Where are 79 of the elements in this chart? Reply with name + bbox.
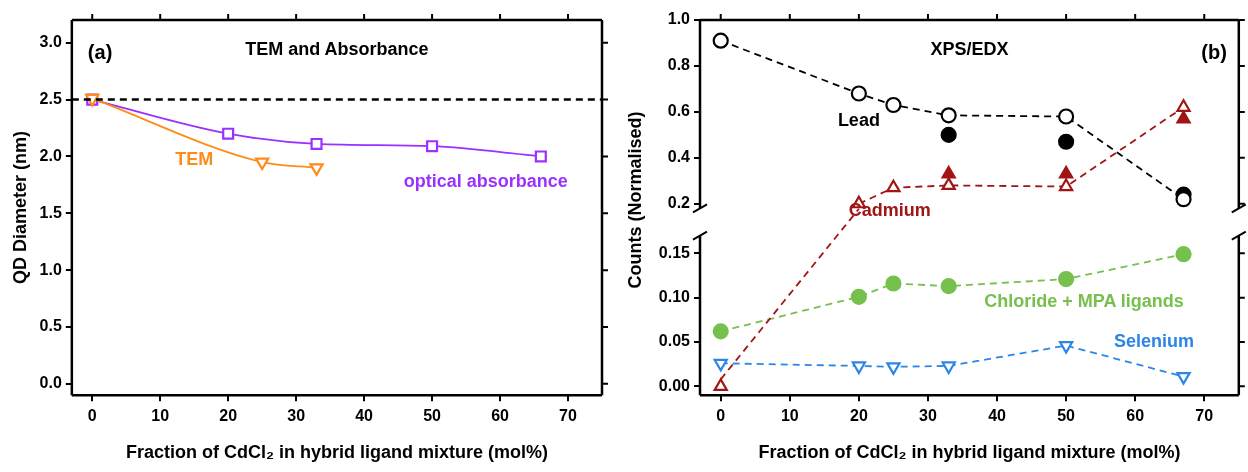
series-label: optical absorbance — [403, 171, 568, 192]
point — [310, 137, 323, 150]
y-tick-label: 1.0 — [667, 10, 691, 28]
point — [850, 288, 867, 305]
point — [1058, 108, 1075, 125]
point — [1058, 178, 1074, 192]
point — [886, 362, 901, 375]
annotation: (a) — [87, 40, 113, 63]
point — [1175, 246, 1192, 263]
series-label: Cadmium — [848, 200, 931, 221]
y-tick-label: 0.6 — [667, 102, 691, 120]
x-tick-label: 10 — [780, 407, 799, 425]
point — [1058, 340, 1074, 354]
y-tick-label: 1.0 — [39, 260, 62, 278]
text: TEM and Absorbance — [245, 38, 429, 59]
point — [254, 157, 270, 171]
point — [886, 179, 901, 193]
y-axis-title: QD Diameter (nm) — [9, 131, 30, 285]
x-tick-label: 40 — [988, 407, 1007, 425]
point — [1175, 191, 1192, 208]
series-label: Chloride + MPA ligands — [984, 291, 1184, 312]
y-tick-label: 0.0 — [39, 374, 62, 392]
x-tick-label: 30 — [287, 407, 306, 425]
x-axis-title: Fraction of CdCl₂ in hybrid ligand mixture (mol%) — [758, 442, 1181, 463]
point — [1176, 99, 1191, 112]
annotation: (b) — [1201, 40, 1227, 63]
point — [309, 163, 324, 176]
y-axis-title: Counts (Normalised) — [624, 111, 646, 289]
x-tick-label: 50 — [1057, 407, 1076, 425]
x-tick-label: 70 — [559, 407, 578, 425]
y-tick-label: 0.8 — [667, 56, 691, 74]
x-tick-label: 10 — [151, 407, 170, 425]
y-tick-label: 2.5 — [39, 89, 62, 107]
x-tick-label: 20 — [219, 407, 238, 425]
x-tick-label: 50 — [423, 407, 442, 425]
x-tick-label: 60 — [1126, 407, 1145, 425]
point — [850, 85, 867, 102]
point — [1176, 110, 1191, 124]
point — [851, 361, 867, 375]
point — [1176, 371, 1191, 385]
point — [534, 150, 547, 163]
x-tick-label: 30 — [919, 407, 937, 425]
x-tick-label: 60 — [491, 407, 510, 425]
y-tick-label: 3.0 — [39, 33, 62, 51]
point — [222, 127, 235, 140]
point — [712, 323, 729, 340]
point — [712, 32, 729, 49]
point — [885, 96, 902, 114]
x-tick-label: 40 — [355, 407, 374, 425]
series-label: Lead — [837, 110, 880, 131]
y-tick-label: 0.4 — [667, 148, 691, 166]
y-tick-label: 2.0 — [39, 146, 62, 164]
x-tick-label: 0 — [716, 407, 726, 425]
y-tick-label: 0.10 — [658, 288, 691, 306]
point — [940, 126, 957, 143]
y-tick-label: 0.15 — [658, 243, 691, 261]
x-tick-label: 20 — [849, 407, 868, 425]
point — [1058, 270, 1075, 288]
y-tick-label: 0.00 — [658, 376, 691, 394]
series-label: TEM — [175, 149, 214, 170]
y-tick-label: 0.5 — [39, 317, 62, 335]
x-tick-label: 0 — [87, 407, 97, 425]
point — [941, 165, 956, 179]
point — [941, 177, 956, 191]
point — [940, 107, 957, 124]
series-label: Selenium — [1114, 330, 1195, 351]
point — [1058, 133, 1075, 150]
point — [885, 275, 902, 292]
y-tick-label: 0.05 — [658, 332, 691, 350]
x-tick-label: 70 — [1195, 407, 1214, 425]
y-tick-label: 0.2 — [667, 194, 691, 212]
x-axis-title: Fraction of CdCl₂ in hybrid ligand mixture (mol%) — [125, 442, 548, 463]
point — [713, 358, 728, 372]
y-tick-label: 1.5 — [39, 203, 62, 221]
point — [1058, 165, 1074, 179]
point — [941, 361, 956, 375]
point — [940, 278, 957, 295]
text: XPS/EDX — [930, 38, 1009, 59]
point — [426, 140, 439, 153]
